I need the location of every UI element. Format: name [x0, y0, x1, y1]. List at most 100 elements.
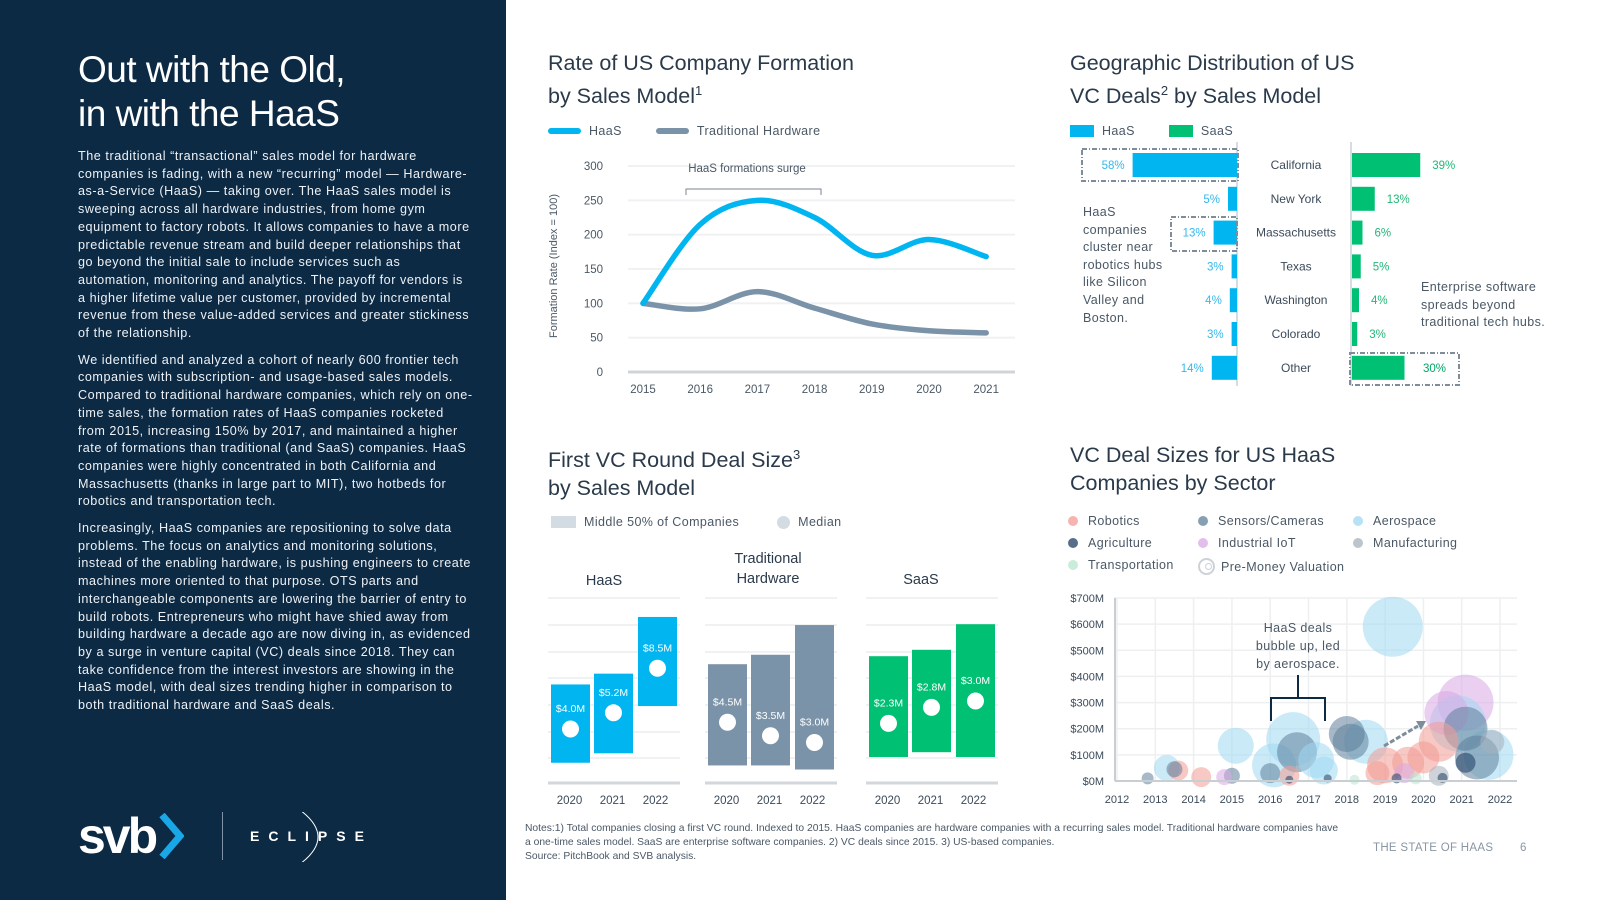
year-label: 2021 [757, 795, 783, 807]
haas-value-label: 4% [1205, 295, 1222, 307]
x-tick-label: 2018 [802, 384, 828, 396]
x-tick-label: 2021 [1449, 794, 1473, 806]
bubble-sensors [1260, 763, 1281, 784]
massachusetts-highlight-box [1170, 216, 1238, 252]
range-box [751, 654, 790, 766]
saas-value-label: 13% [1387, 194, 1410, 206]
valuation-bubble-icon [1198, 558, 1215, 575]
saas-value-label: 3% [1369, 329, 1386, 341]
legend-haas-label: HaaS [1102, 124, 1135, 138]
legend-traditional-label: Traditional Hardware [696, 124, 821, 138]
legend-dot [1353, 516, 1363, 526]
footnotes: Notes:1) Total companies closing a first… [525, 822, 1345, 864]
bubble-industrial [1216, 769, 1233, 786]
legend-label: Manufacturing [1373, 536, 1458, 550]
haas-value-label: 13% [1183, 228, 1206, 240]
x-tick-label: 2012 [1105, 794, 1129, 806]
svb-chevron-icon [159, 813, 185, 859]
report-title: THE STATE OF HAAS [1373, 842, 1494, 854]
y-tick-label: $100M [1070, 750, 1104, 762]
year-label: 2020 [875, 795, 901, 807]
median-dot [605, 704, 622, 722]
median-dot [719, 713, 736, 731]
y-tick-label: $400M [1070, 671, 1104, 683]
haas-value-label: 14% [1181, 363, 1204, 375]
haas-bar [1211, 355, 1237, 380]
formation-chart-title: Rate of US Company Formation by Sales Mod… [548, 51, 854, 109]
legend-item-transportation: Transportation [1068, 558, 1174, 572]
surge-annotation: HaaS formations surge [688, 163, 806, 175]
logo-divider [222, 812, 223, 860]
paragraph: The traditional “transactional” sales mo… [78, 149, 470, 341]
formation-legend: HaaS Traditional Hardware [548, 124, 820, 138]
saas-bar [1352, 355, 1405, 380]
eclipse-logo: ECLIPSE [250, 812, 364, 862]
x-tick-label: 2019 [1373, 794, 1397, 806]
median-dot [562, 720, 579, 738]
geo-bar-chart: 58% 39% California 5% 13% New York 13% 6% Massac… [1081, 142, 1460, 386]
y-tick-label: 100 [584, 298, 603, 310]
bubble-manufacturing [1480, 729, 1505, 754]
median-dot [967, 692, 984, 710]
legend-item-sensors: Sensors/Cameras [1198, 514, 1324, 528]
y-tick-label: $500M [1070, 645, 1104, 657]
year-label: 2021 [918, 795, 944, 807]
median-label: $8.5M [643, 642, 672, 654]
state-label: Texas [1280, 259, 1311, 273]
haas-value-label: 5% [1203, 194, 1220, 206]
median-label: $3.0M [800, 717, 829, 729]
legend-median-label: Median [798, 515, 842, 529]
state-label: New York [1271, 192, 1323, 206]
year-label: 2022 [800, 795, 826, 807]
notes-text: Notes:1) Total companies closing a first… [525, 823, 1339, 848]
deal-size-legend: Middle 50% of Companies Median [551, 515, 842, 529]
page-number: 6 [1520, 842, 1527, 854]
surge-bracket [685, 188, 822, 195]
haas-bar [1132, 153, 1237, 177]
left-panel: Out with the Old, in with the HaaS The t… [0, 0, 506, 900]
median-dot [806, 734, 823, 751]
saas-bar [1352, 153, 1421, 177]
bubble-agriculture [1455, 752, 1476, 773]
median-label: $5.2M [599, 687, 628, 699]
deal-size-chart-title: First VC Round Deal Size3 by Sales Model [548, 447, 801, 501]
x-tick-label: 2019 [859, 384, 885, 396]
other-highlight-box [1349, 352, 1460, 386]
saas-bar [1352, 186, 1375, 211]
legend-dot [1068, 560, 1078, 570]
saas-bar [1352, 220, 1363, 245]
svb-logo: svb [78, 808, 185, 864]
legend-haas-label: HaaS [589, 124, 622, 138]
haas-value-label: 58% [1102, 160, 1125, 172]
sector-chart-title: VC Deal Sizes for US HaaS Companies by Se… [1070, 443, 1336, 495]
legend-item-aerospace: Aerospace [1353, 514, 1436, 528]
sector-legend: Robotics Sensors/Cameras Aerospace Agricult… [1068, 514, 1548, 584]
median-label: $2.3M [874, 697, 903, 709]
bubble-aerospace [1217, 727, 1254, 764]
legend-median-swatch [777, 515, 791, 529]
legend-saas-label: SaaS [1200, 124, 1234, 138]
body-text: The traditional “transactional” sales mo… [78, 148, 473, 724]
haas-bar [1228, 186, 1237, 211]
legend-item-valuation: Pre-Money Valuation [1198, 558, 1344, 575]
legend-label: Sensors/Cameras [1218, 514, 1325, 528]
legend-range-swatch [551, 516, 576, 528]
bubble-aerospace [1362, 596, 1423, 657]
bubble-transportation [1409, 772, 1422, 785]
x-tick-label: 2022 [1488, 794, 1512, 806]
bubble-sensors [1166, 761, 1183, 778]
sector-bubble-chart: $0M $100M $200M $300M $400M $500M $600M $700M 20… [1070, 593, 1517, 806]
deal-size-box-chart: $4.0M 2020 $5.2M 2021 $8.5M 2022 $4.5M 2020 $3.5… [548, 597, 998, 807]
legend-label: Transportation [1088, 558, 1174, 572]
year-label: 2022 [643, 795, 669, 807]
year-label: 2022 [961, 795, 987, 807]
legend-dot [1068, 538, 1078, 548]
haas-bar [1213, 220, 1237, 245]
bubble-sensors [1332, 723, 1369, 760]
saas-value-label: 5% [1373, 261, 1390, 273]
series-line-traditional-hardware [640, 288, 989, 336]
bubble-robotics [1407, 741, 1440, 774]
bubble-transportation [1349, 774, 1360, 785]
panel-title-haas: HaaS [585, 573, 623, 589]
y-tick-label: 250 [584, 195, 603, 207]
